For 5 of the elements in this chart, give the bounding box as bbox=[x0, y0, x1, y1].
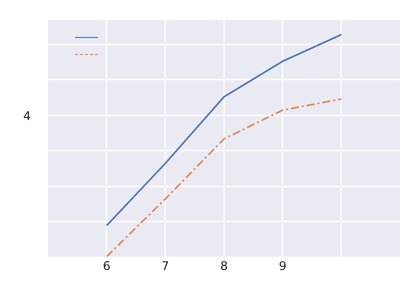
x-tick-label: 8 bbox=[220, 258, 228, 273]
x-tick-label: 7 bbox=[162, 258, 170, 273]
x-tick-label: 6 bbox=[102, 258, 110, 273]
text: 4 bbox=[23, 109, 31, 124]
x-tick-label: 9 bbox=[278, 258, 286, 273]
